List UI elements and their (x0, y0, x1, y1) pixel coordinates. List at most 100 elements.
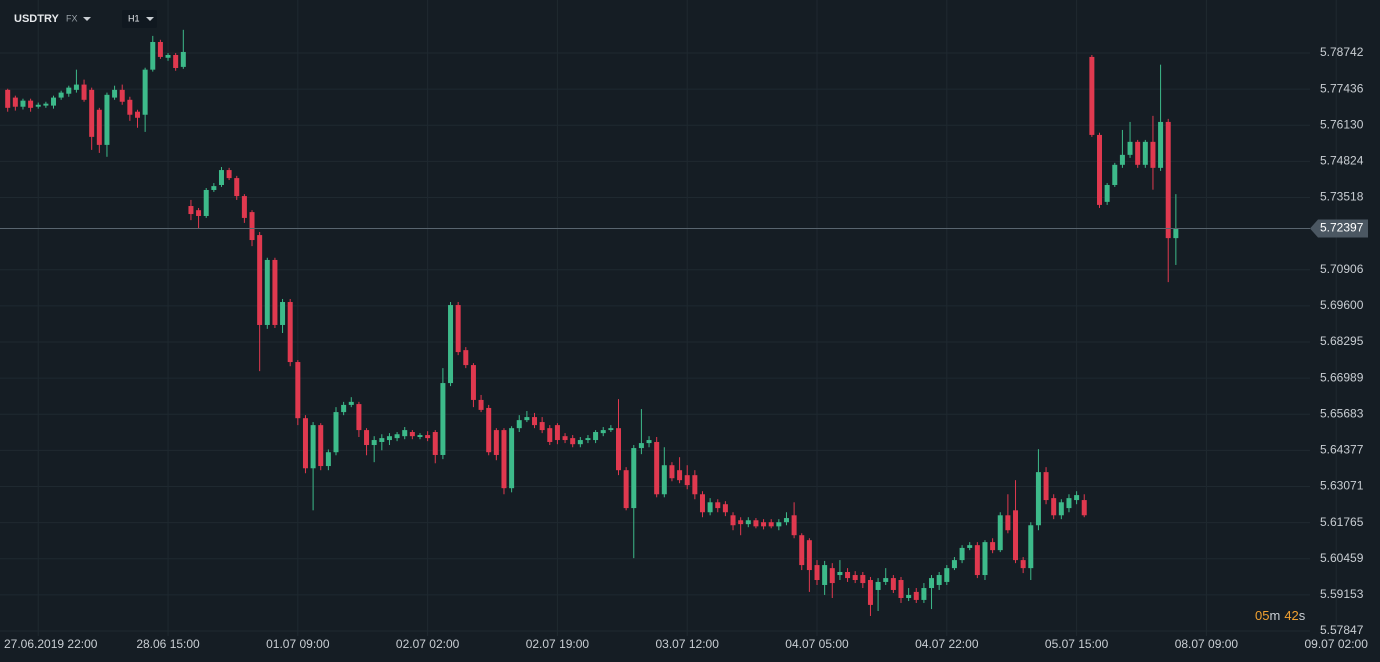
candle-body (241, 196, 247, 218)
interval-box[interactable] (122, 10, 157, 28)
y-tick-label: 5.78742 (1320, 45, 1364, 59)
candle-body (829, 568, 835, 584)
market-caret[interactable] (83, 17, 91, 21)
market[interactable]: FX (66, 13, 78, 23)
candle-body (822, 565, 828, 585)
candle-body (600, 430, 606, 434)
price-badge (1310, 219, 1368, 238)
candle-body (73, 84, 79, 90)
candle-body (761, 522, 767, 527)
candle-body (379, 438, 385, 442)
y-tick-label: 5.63071 (1320, 479, 1364, 493)
candle-body (1043, 472, 1049, 501)
candle-body (890, 578, 896, 590)
y-tick-label: 5.68295 (1320, 334, 1364, 348)
candle-body (409, 432, 415, 437)
countdown-seconds: 42 (1284, 608, 1298, 623)
y-tick-label: 5.57847 (1320, 623, 1364, 637)
candle-body (524, 417, 530, 421)
x-tick-label: 28.06 15:00 (136, 637, 200, 651)
x-tick-label: 02.07 02:00 (396, 637, 460, 651)
candle-body (554, 425, 560, 441)
candle-body (921, 588, 927, 600)
candle-body (516, 420, 522, 429)
candle-body (837, 571, 843, 576)
y-tick-label: 5.69600 (1320, 298, 1364, 312)
candle-body (562, 436, 568, 441)
candle-body (302, 418, 308, 469)
candle-body (348, 401, 354, 405)
candle-body (906, 594, 912, 598)
candle-body (28, 100, 34, 108)
candle-body (486, 407, 492, 453)
candle-body (1127, 141, 1133, 155)
candle-body (867, 580, 873, 605)
candle-body (432, 432, 438, 455)
candle-body (280, 302, 286, 325)
y-tick-label: 5.64377 (1320, 443, 1364, 457)
candle-body (89, 89, 95, 137)
candle-body (501, 430, 507, 489)
candle-body (669, 465, 675, 479)
candle-body (1142, 141, 1148, 165)
candle-body (43, 103, 49, 106)
candle-body (341, 404, 347, 413)
symbol: USDTRY (14, 13, 59, 25)
candle-body (768, 522, 774, 527)
candle-body (677, 470, 683, 481)
x-tick-label: 09.07 02:00 (1304, 637, 1368, 651)
candle-body (631, 448, 637, 509)
candle-body (448, 305, 454, 384)
candle-body (425, 435, 431, 439)
candle-body (394, 434, 400, 439)
candle-body (623, 470, 629, 509)
candle-body (814, 565, 820, 581)
candle-body (119, 89, 125, 102)
candle-body (12, 97, 18, 107)
candle-body (196, 210, 202, 216)
x-tick-label: 03.07 12:00 (656, 637, 720, 651)
candle-body (913, 591, 919, 600)
candle-body (470, 365, 476, 400)
candle-body (66, 87, 72, 94)
candle-body (585, 438, 591, 441)
y-tick-label: 5.60459 (1320, 551, 1364, 565)
candle-body (226, 170, 232, 179)
candle-body (982, 542, 988, 576)
candle-body (730, 515, 736, 526)
candle-body (1089, 56, 1095, 135)
candle-body (944, 568, 950, 582)
candle-body (356, 404, 362, 431)
candle-body (1173, 228, 1179, 239)
candle-body (990, 542, 996, 551)
interval[interactable]: H1 (128, 13, 140, 23)
candle-body (577, 440, 583, 445)
candle-body (295, 362, 301, 419)
candle-body (608, 428, 614, 431)
candle-body (417, 435, 423, 438)
candle-body (547, 428, 553, 442)
y-tick-label: 5.59153 (1320, 587, 1364, 601)
candle-body (898, 580, 904, 598)
candle-body (211, 186, 217, 190)
candle-body (929, 578, 935, 589)
candle-body (738, 520, 744, 525)
candle-body (845, 571, 851, 579)
candle-body (142, 69, 148, 115)
candle-body (753, 520, 759, 527)
candle-body (1028, 525, 1034, 569)
candle-body (35, 104, 41, 107)
y-tick-label: 5.70906 (1320, 262, 1364, 276)
candle-body (1051, 498, 1057, 516)
candle-body (257, 235, 263, 325)
y-tick-label: 5.65683 (1320, 406, 1364, 420)
x-tick-label: 04.07 05:00 (785, 637, 849, 651)
interval-caret[interactable] (146, 17, 154, 21)
candle-body (1158, 121, 1164, 168)
candle-body (371, 440, 377, 446)
y-tick-label: 5.76130 (1320, 117, 1364, 131)
toolbar: USDTRY FX H1 (14, 10, 157, 28)
candle-body (532, 417, 538, 426)
candle-body (722, 504, 728, 513)
countdown: 05m 42s (1255, 608, 1306, 623)
